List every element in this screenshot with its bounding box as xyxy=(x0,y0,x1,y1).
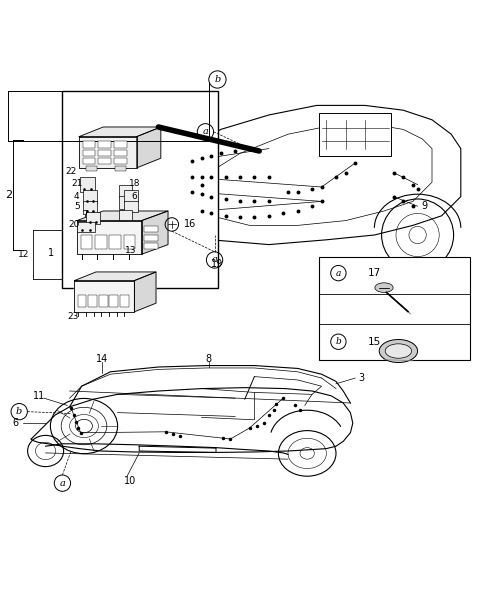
Text: b: b xyxy=(214,75,221,84)
Polygon shape xyxy=(31,387,353,453)
FancyBboxPatch shape xyxy=(77,222,95,232)
Bar xyxy=(98,158,111,164)
Polygon shape xyxy=(74,272,156,281)
Bar xyxy=(83,158,95,164)
Polygon shape xyxy=(79,136,137,168)
Text: 14: 14 xyxy=(96,354,108,364)
Text: b: b xyxy=(336,337,341,346)
FancyBboxPatch shape xyxy=(319,112,391,156)
Text: 20: 20 xyxy=(69,220,80,229)
Text: 16: 16 xyxy=(184,219,196,230)
Polygon shape xyxy=(79,127,161,136)
FancyBboxPatch shape xyxy=(119,209,132,220)
FancyBboxPatch shape xyxy=(80,177,95,192)
Bar xyxy=(62,91,218,288)
Text: 7: 7 xyxy=(83,211,88,219)
Text: 8: 8 xyxy=(206,354,212,364)
Polygon shape xyxy=(134,272,156,312)
Bar xyxy=(83,141,95,147)
Bar xyxy=(144,243,158,249)
Text: b: b xyxy=(16,407,23,416)
Text: 2: 2 xyxy=(5,190,12,200)
Text: 12: 12 xyxy=(18,250,30,258)
Text: 5: 5 xyxy=(74,202,80,211)
Text: 19: 19 xyxy=(211,258,224,269)
Bar xyxy=(144,235,158,241)
Text: 10: 10 xyxy=(123,476,136,486)
FancyBboxPatch shape xyxy=(86,212,100,224)
Text: 17: 17 xyxy=(368,268,381,278)
Text: 11: 11 xyxy=(33,391,46,401)
Bar xyxy=(109,295,118,307)
Text: 15: 15 xyxy=(368,336,381,347)
FancyBboxPatch shape xyxy=(119,185,132,197)
Text: 18: 18 xyxy=(129,179,140,188)
Text: a: a xyxy=(336,268,341,278)
Bar xyxy=(99,295,108,307)
Bar xyxy=(114,158,127,164)
Ellipse shape xyxy=(385,344,412,358)
Ellipse shape xyxy=(375,283,393,292)
Text: 21: 21 xyxy=(71,179,83,188)
Text: 9: 9 xyxy=(422,201,428,211)
FancyBboxPatch shape xyxy=(83,190,97,203)
Text: 23: 23 xyxy=(67,312,79,321)
Polygon shape xyxy=(137,127,161,168)
Bar xyxy=(124,235,135,249)
Bar xyxy=(115,166,126,171)
Bar xyxy=(114,150,127,156)
Text: 1: 1 xyxy=(48,248,54,258)
Ellipse shape xyxy=(379,340,418,362)
Bar xyxy=(88,295,97,307)
Text: 6: 6 xyxy=(12,418,18,428)
Bar xyxy=(109,235,121,249)
Bar xyxy=(144,226,158,232)
Text: 6: 6 xyxy=(132,192,137,201)
Polygon shape xyxy=(142,211,168,254)
Text: 4: 4 xyxy=(74,192,80,201)
FancyBboxPatch shape xyxy=(124,201,138,212)
Text: a: a xyxy=(203,127,208,136)
Bar xyxy=(98,150,111,156)
Text: 22: 22 xyxy=(65,167,77,176)
Bar xyxy=(114,141,127,147)
Text: a: a xyxy=(60,479,65,488)
Text: 3: 3 xyxy=(358,373,364,383)
Bar xyxy=(120,295,129,307)
Bar xyxy=(78,295,86,307)
Bar xyxy=(83,150,95,156)
Polygon shape xyxy=(77,220,142,254)
Text: a: a xyxy=(212,255,217,265)
FancyBboxPatch shape xyxy=(119,196,132,209)
Bar xyxy=(95,235,107,249)
Polygon shape xyxy=(74,281,134,312)
Bar xyxy=(86,166,97,171)
Bar xyxy=(81,235,92,249)
Bar xyxy=(98,141,111,147)
FancyBboxPatch shape xyxy=(83,201,97,214)
Bar xyxy=(319,257,470,360)
Polygon shape xyxy=(77,211,168,220)
Text: 13: 13 xyxy=(125,246,136,255)
FancyBboxPatch shape xyxy=(124,190,138,202)
